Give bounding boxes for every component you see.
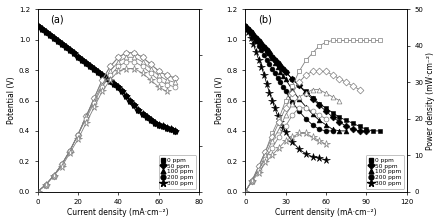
Y-axis label: Power density (mW·cm⁻²): Power density (mW·cm⁻²): [426, 52, 435, 150]
Text: (b): (b): [258, 15, 272, 25]
Y-axis label: Potential (V): Potential (V): [215, 77, 224, 124]
Y-axis label: Potential (V): Potential (V): [7, 77, 16, 124]
Legend: 0 ppm, 50 ppm, 100 ppm, 200 ppm, 300 ppm: 0 ppm, 50 ppm, 100 ppm, 200 ppm, 300 ppm: [159, 155, 196, 189]
X-axis label: Current density (mA·cm⁻²): Current density (mA·cm⁻²): [68, 208, 169, 217]
Legend: 0 ppm, 50 ppm, 100 ppm, 200 ppm, 300 ppm: 0 ppm, 50 ppm, 100 ppm, 200 ppm, 300 ppm: [366, 155, 404, 189]
Text: (a): (a): [50, 15, 64, 25]
X-axis label: Current density (mA·cm⁻²): Current density (mA·cm⁻²): [275, 208, 377, 217]
